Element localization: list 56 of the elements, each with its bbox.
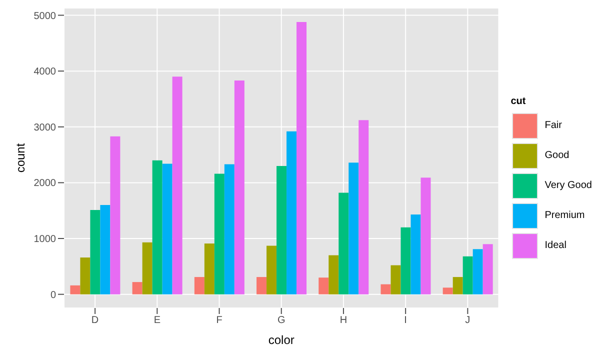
bar [90,210,100,294]
bar [328,255,339,294]
legend-label: Ideal [544,240,566,251]
x-tick-label: H [340,315,348,326]
bar [338,192,349,294]
bar [296,22,307,294]
bar [80,257,90,294]
x-tick-label: F [216,315,222,326]
y-tick-label: 3000 [34,122,56,134]
bar [472,249,483,294]
x-axis-title: color [268,333,294,347]
bar [132,282,142,294]
y-tick-label: 2000 [34,178,56,190]
x-tick-label: I [404,315,407,326]
bar [194,277,204,294]
bar [100,205,110,294]
bar [214,174,224,294]
bar [318,278,329,294]
bar [482,244,493,294]
y-tick-label: 1000 [34,234,56,246]
bar [276,166,287,294]
bar [348,162,359,294]
bar [152,160,162,294]
bar [286,131,297,294]
legend-label: Good [544,150,570,161]
bar [70,285,80,294]
legend-label: Very Good [544,180,592,191]
bar [256,277,267,294]
bar [110,136,120,294]
legend-label: Premium [544,210,585,221]
x-tick-label: E [154,315,161,326]
bar [390,265,401,294]
bar [162,164,172,294]
bar [380,284,391,294]
bar [400,227,411,294]
bar [266,246,277,294]
bar [462,256,473,294]
bar [142,242,152,294]
bar [420,178,431,294]
y-tick-label: 0 [50,290,56,301]
y-axis-title: count [13,142,28,173]
legend-title: cut [510,96,527,106]
bar [234,80,244,294]
bar [224,164,234,294]
x-tick-label: J [465,315,470,326]
bar [442,288,453,294]
bar [452,277,463,294]
legend-label: Fair [544,120,562,131]
y-tick-label: 5000 [34,10,56,22]
bar [358,120,369,294]
y-tick-label: 4000 [34,66,56,78]
x-tick-label: D [91,315,99,326]
bar [172,76,182,294]
bar [204,244,214,294]
x-tick-label: G [277,315,286,326]
bar [410,214,421,294]
